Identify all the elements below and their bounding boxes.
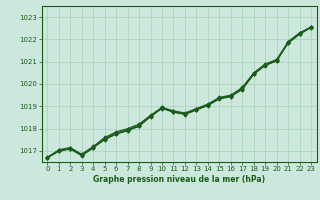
X-axis label: Graphe pression niveau de la mer (hPa): Graphe pression niveau de la mer (hPa) <box>93 175 265 184</box>
